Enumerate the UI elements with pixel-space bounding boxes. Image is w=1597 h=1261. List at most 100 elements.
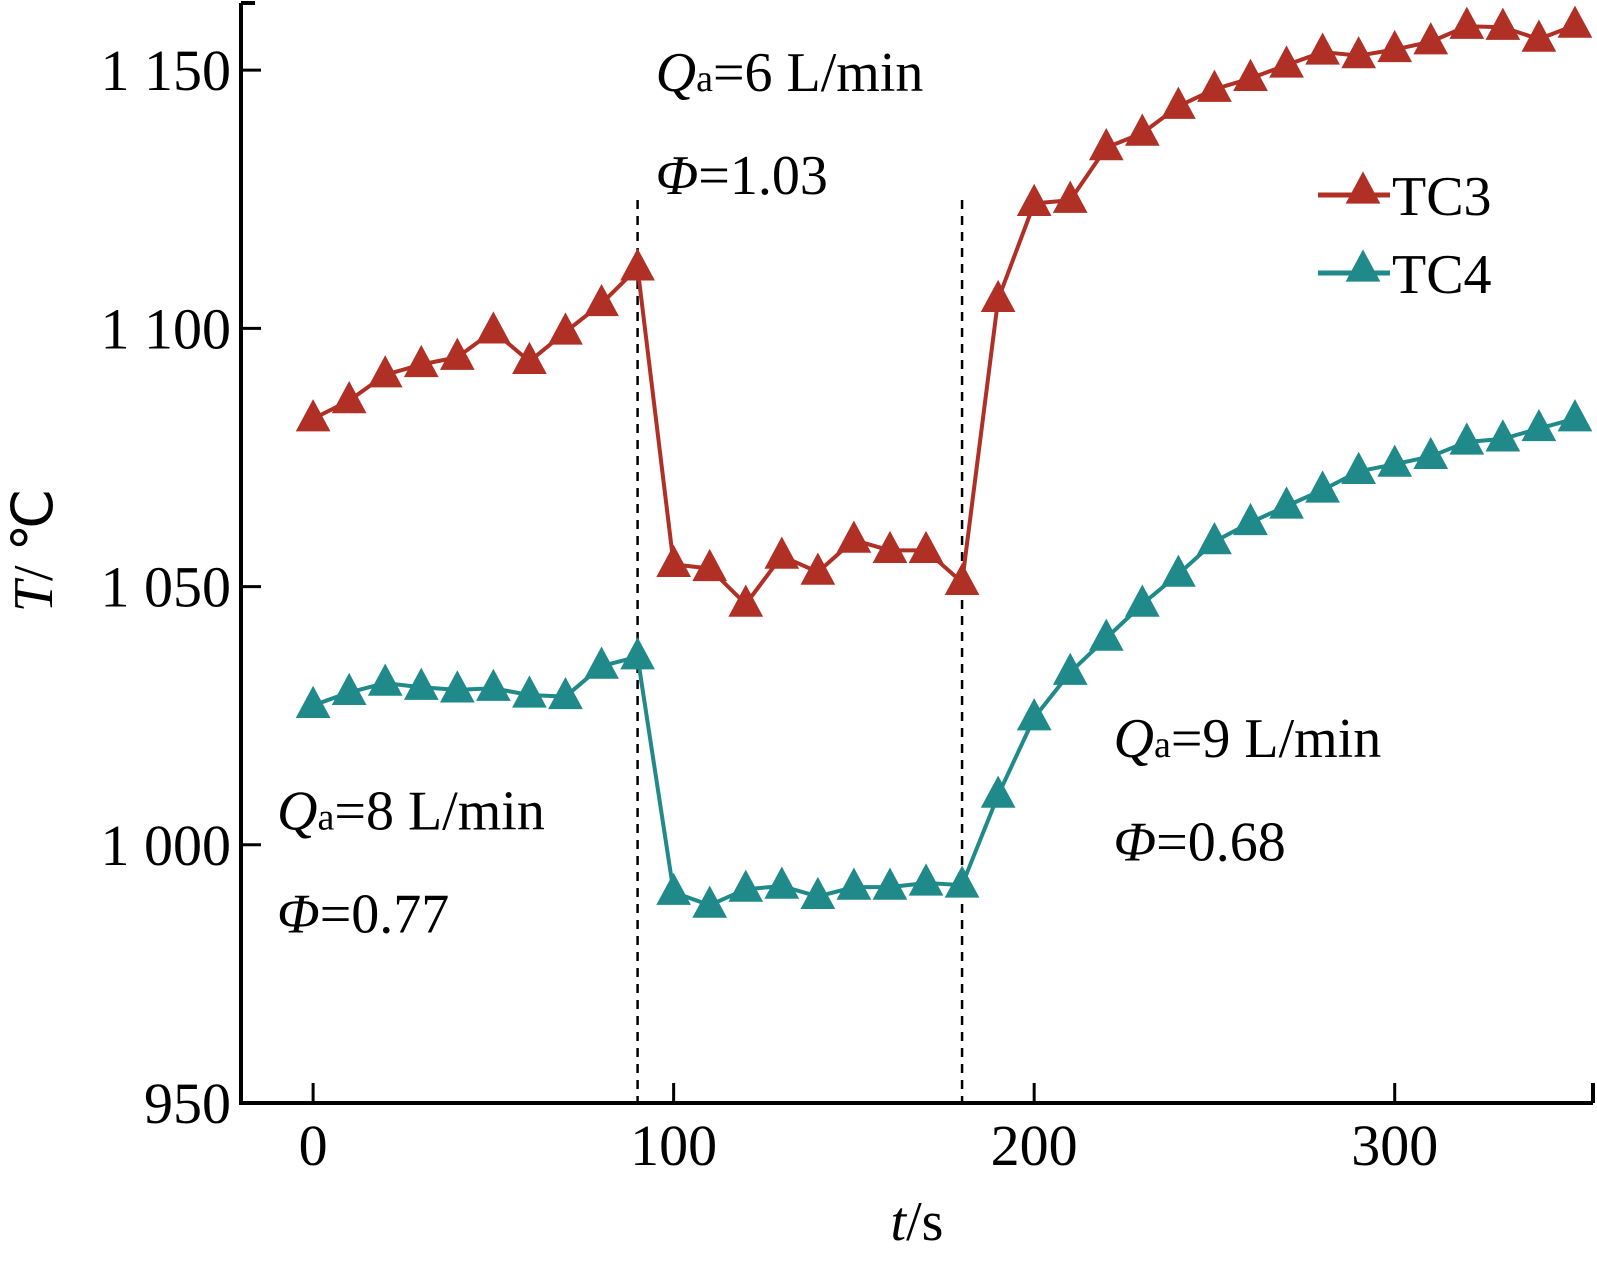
equivalence-ratio-value: =0.68 <box>1156 811 1286 873</box>
data-point-tc3 <box>1557 5 1593 38</box>
flow-rate-value: =8 L/min <box>334 780 544 842</box>
phase-boundary-lines <box>636 200 964 1103</box>
data-point-tc4 <box>800 876 836 910</box>
series-layer <box>295 5 1593 918</box>
series-tc4 <box>295 399 1593 918</box>
data-point-tc4 <box>656 872 691 905</box>
data-point-tc3 <box>1521 19 1557 52</box>
data-point-tc4 <box>1305 470 1340 503</box>
flow-rate-label: Qa=8 L/min <box>277 780 545 842</box>
data-point-tc3 <box>295 399 331 432</box>
y-tick-label: 1 150 <box>101 38 232 103</box>
series-line-tc3 <box>312 23 1576 607</box>
data-point-tc4 <box>512 675 547 708</box>
data-point-tc3 <box>584 283 619 317</box>
data-point-tc4 <box>439 670 475 703</box>
y-ticks: 950 1 000 1 050 1 100 1 150 <box>101 38 261 1136</box>
flow-rate-label: Qa=6 L/min <box>656 42 924 104</box>
data-point-tc3 <box>476 311 511 344</box>
x-axis-title: t/s <box>891 1191 944 1253</box>
data-point-tc3 <box>403 344 439 378</box>
data-point-tc3 <box>692 548 728 582</box>
data-point-tc3 <box>764 536 800 569</box>
flow-rate-value: =6 L/min <box>713 42 923 104</box>
data-point-tc3 <box>980 279 1016 313</box>
legend-item-tc3: TC3 <box>1318 166 1492 228</box>
data-point-tc3 <box>908 530 944 564</box>
flow-rate-value: =9 L/min <box>1171 708 1381 770</box>
data-point-tc4 <box>1233 502 1268 536</box>
data-point-tc4 <box>1449 422 1485 455</box>
data-point-tc4 <box>908 863 944 896</box>
data-point-tc3 <box>1305 32 1340 65</box>
data-point-tc4 <box>728 869 764 902</box>
y-axis-unit: / ℃ <box>3 489 65 581</box>
data-point-tc3 <box>439 337 475 370</box>
data-point-tc3 <box>620 248 655 281</box>
q-subscript: a <box>1154 724 1171 766</box>
y-tick-label: 1 100 <box>101 296 232 361</box>
x-tick-label: 200 <box>991 1113 1078 1178</box>
condition-annotation: Qa=8 L/min Φ=0.77 <box>277 780 545 945</box>
data-point-tc4 <box>548 676 583 710</box>
q-symbol: Q <box>1113 708 1153 770</box>
data-point-tc3 <box>836 520 872 553</box>
data-point-tc3 <box>1377 29 1413 63</box>
q-subscript: a <box>318 796 335 838</box>
data-point-tc3 <box>1341 36 1377 69</box>
x-tick-label: 300 <box>1351 1113 1438 1178</box>
y-tick-label: 1 000 <box>101 813 232 878</box>
data-point-tc4 <box>1161 554 1196 587</box>
data-point-tc4 <box>1052 652 1088 685</box>
data-point-tc3 <box>1449 6 1485 39</box>
data-point-tc4 <box>944 865 980 898</box>
legend-label: TC3 <box>1392 166 1492 228</box>
data-point-tc3 <box>367 355 403 388</box>
data-point-tc4 <box>980 775 1016 808</box>
equivalence-ratio-label: Φ=0.77 <box>277 884 449 946</box>
q-symbol: Q <box>656 42 696 104</box>
data-point-tc3 <box>728 584 764 617</box>
data-point-tc4 <box>367 663 403 696</box>
x-tick-label: 0 <box>299 1113 328 1178</box>
phi-symbol: Φ <box>1113 811 1156 873</box>
legend-marker <box>1345 171 1381 204</box>
data-point-tc3 <box>1485 7 1521 40</box>
data-point-tc4 <box>836 867 872 900</box>
series-tc3 <box>295 5 1593 617</box>
data-point-tc3 <box>548 312 583 345</box>
data-point-tc3 <box>1269 45 1304 78</box>
data-point-tc4 <box>1557 399 1593 432</box>
y-axis-title: T/ ℃ <box>3 489 65 613</box>
data-point-tc4 <box>1124 584 1160 617</box>
data-point-tc3 <box>1088 128 1124 161</box>
axes: 0 100 200 300 950 1 000 1 050 1 100 1 150 <box>101 1 1595 1178</box>
data-point-tc4 <box>1269 486 1304 519</box>
y-tick-label: 1 050 <box>101 555 232 620</box>
data-point-tc3 <box>800 552 836 585</box>
y-axis-var: T <box>3 577 65 612</box>
equivalence-ratio-label: Φ=0.68 <box>1113 811 1285 873</box>
data-point-tc4 <box>1485 419 1521 452</box>
data-point-tc4 <box>692 885 728 918</box>
data-point-tc3 <box>872 530 908 564</box>
data-point-tc3 <box>1413 22 1449 55</box>
legend-marker <box>1345 249 1381 282</box>
equivalence-ratio-label: Φ=1.03 <box>656 145 828 207</box>
legend-label: TC4 <box>1392 244 1492 306</box>
data-point-tc4 <box>331 672 367 706</box>
phi-symbol: Φ <box>656 145 699 207</box>
data-point-tc4 <box>295 685 331 718</box>
data-point-tc4 <box>764 866 800 899</box>
data-point-tc4 <box>1088 618 1124 651</box>
data-point-tc4 <box>1413 436 1449 470</box>
x-axis-unit: /s <box>906 1191 943 1253</box>
data-point-tc3 <box>656 544 691 577</box>
equivalence-ratio-value: =1.03 <box>698 145 828 207</box>
data-point-tc3 <box>1124 113 1160 146</box>
data-point-tc4 <box>584 646 619 679</box>
legend-item-tc4: TC4 <box>1318 244 1492 306</box>
